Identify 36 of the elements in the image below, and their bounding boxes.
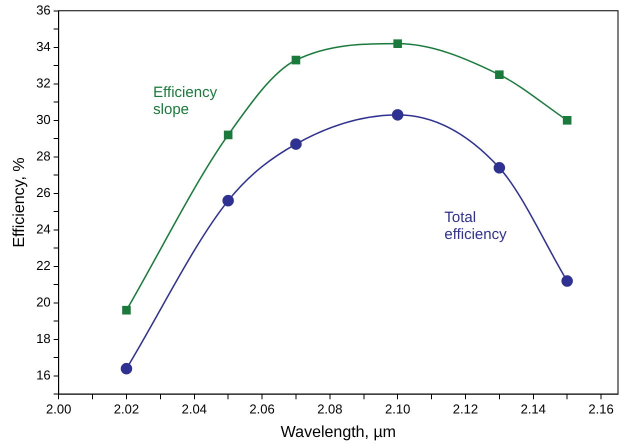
- point: [495, 70, 504, 79]
- y-tick-label: 30: [36, 112, 51, 127]
- point: [222, 194, 234, 206]
- y-tick-label: 36: [36, 2, 51, 18]
- series-label: Efficiency slope: [153, 84, 218, 118]
- point: [494, 162, 506, 174]
- x-tick-label: 2.16: [588, 402, 614, 417]
- point: [122, 306, 131, 315]
- x-tick-label: 2.02: [114, 402, 140, 417]
- point: [561, 275, 573, 287]
- x-tick-label: 2.10: [385, 402, 410, 417]
- point: [392, 109, 404, 121]
- x-axis-title: Wavelength, µm: [280, 424, 396, 441]
- x-tick-label: 2.00: [46, 402, 72, 417]
- point: [393, 39, 402, 48]
- y-tick-label: 32: [36, 75, 51, 90]
- y-tick-label: 34: [36, 38, 51, 54]
- x-tick-label: 2.04: [182, 402, 207, 417]
- x-tick-label: 2.12: [452, 402, 478, 417]
- series-label: Total efficiency: [444, 208, 508, 243]
- y-tick-label: 22: [36, 258, 51, 273]
- point: [290, 138, 302, 150]
- y-tick-label: 18: [36, 331, 51, 346]
- y-tick-label: 20: [36, 294, 51, 310]
- y-tick-label: 28: [36, 148, 51, 164]
- x-tick-label: 2.06: [249, 402, 275, 417]
- y-tick-label: 16: [36, 368, 51, 383]
- point: [292, 56, 300, 64]
- y-axis-title: Efficiency, %: [11, 157, 28, 248]
- y-tick-label: 24: [36, 221, 51, 236]
- point: [562, 116, 572, 125]
- y-tick-label: 26: [36, 184, 51, 200]
- point: [224, 130, 232, 140]
- x-tick-label: 2.14: [520, 402, 546, 417]
- x-tick-label: 2.08: [317, 402, 343, 417]
- point: [120, 362, 132, 374]
